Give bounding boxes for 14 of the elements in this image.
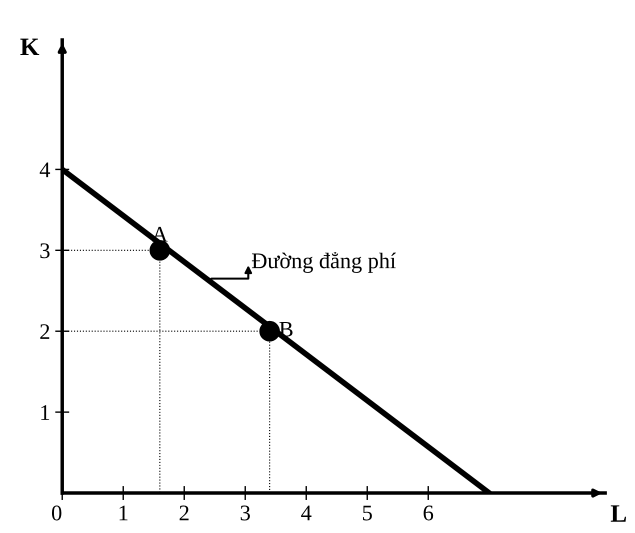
x-tick-label: 5: [362, 506, 372, 520]
x-tick-label: 6: [424, 506, 434, 520]
x-tick-label: 4: [301, 506, 312, 520]
x-tick-label: 3: [240, 506, 250, 520]
x-tick-label: 0: [52, 505, 62, 520]
x-axis-title: L: [610, 505, 626, 522]
annotation: Đường đẳng phí: [252, 252, 396, 273]
y-tick-label: 1: [41, 405, 50, 420]
y-axis-title: K: [20, 38, 40, 56]
y-tick-label: 4: [40, 162, 50, 178]
x-tick-label: 1: [120, 506, 128, 520]
y-tick-label: 3: [40, 243, 50, 258]
x-tick-label: 2: [180, 506, 189, 520]
y-tick-label: 2: [40, 324, 50, 339]
